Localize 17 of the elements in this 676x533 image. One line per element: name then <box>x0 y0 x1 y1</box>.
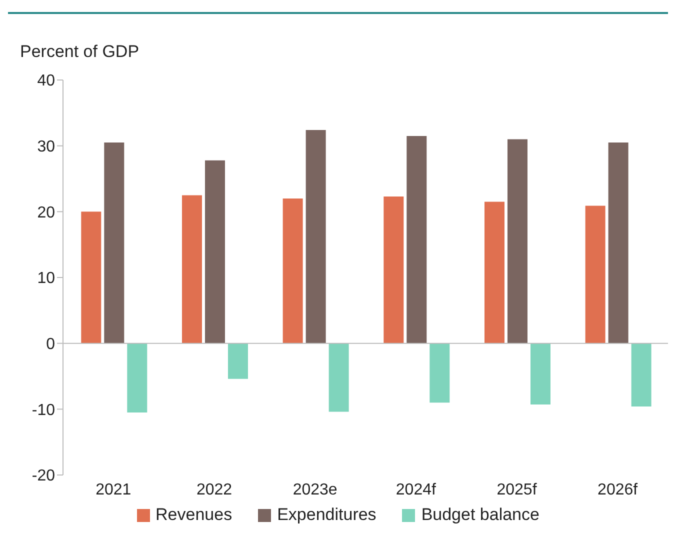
x-tick-label: 2021 <box>96 481 132 498</box>
y-tick-label: 0 <box>46 336 56 354</box>
legend-label: Budget balance <box>420 505 540 525</box>
y-tick-label: 10 <box>37 270 56 288</box>
x-tick-label: 2024f <box>396 481 436 498</box>
x-tick-label: 2025f <box>496 481 538 498</box>
y-tick-label: -10 <box>32 402 56 419</box>
y-tick-label: -20 <box>32 468 56 485</box>
x-tick-label: 2026f <box>598 481 638 498</box>
y-tick-label: 20 <box>37 204 56 222</box>
legend-label: Revenues <box>154 505 232 525</box>
x-tick-label: 2023e <box>292 481 338 498</box>
legend-label: Expenditures <box>276 505 376 525</box>
x-tick-label: 2022 <box>196 481 232 498</box>
y-tick-label: 30 <box>37 138 56 156</box>
y-tick-label: 40 <box>37 72 56 90</box>
y-axis-title: Percent of GDP <box>20 42 140 62</box>
